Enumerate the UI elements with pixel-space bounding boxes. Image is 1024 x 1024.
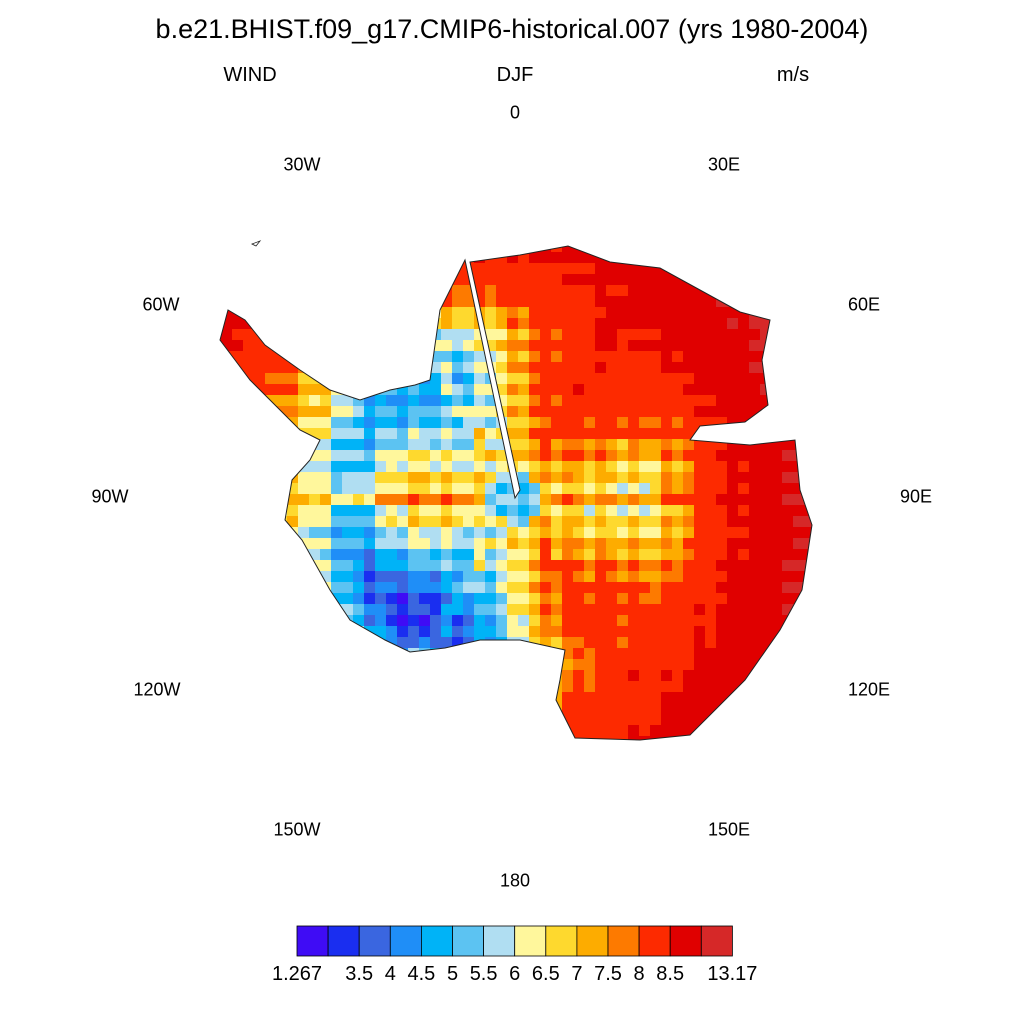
lon-label-180: 180 (499, 870, 531, 891)
colorbar-swatch (420, 925, 453, 957)
lon-label-30e: 30E (707, 154, 741, 175)
colorbar-swatch (514, 925, 547, 957)
colorbar-swatch (545, 925, 578, 957)
colorbar-swatch (452, 925, 485, 957)
lon-label-90e: 90E (899, 486, 933, 507)
colorbar-tick-label: 5 (447, 963, 458, 985)
colorbar-swatch (669, 925, 702, 957)
colorbar-tick-label: 8 (634, 963, 645, 985)
variable-label: WIND (223, 64, 277, 86)
island-outline (251, 240, 262, 247)
colorbar-swatch (700, 925, 733, 957)
colorbar-tick-label: 8.5 (656, 963, 684, 985)
colorbar-tick-label: 6.5 (532, 963, 560, 985)
lon-label-120e: 120E (847, 679, 891, 700)
colorbar-swatch (483, 925, 516, 957)
lon-label-150e: 150E (707, 819, 751, 840)
colorbar-tick-label: 5.5 (470, 963, 498, 985)
lon-label-60w: 60W (142, 294, 180, 315)
colorbar-swatch (327, 925, 360, 957)
lon-label-30w: 30W (283, 154, 321, 175)
colorbar-tick-label: 4 (385, 963, 396, 985)
colorbar-swatch (358, 925, 391, 957)
colorbar-swatch (607, 925, 640, 957)
colorbar-tick-label: 6 (509, 963, 520, 985)
colorbar-tick-label: 7 (571, 963, 582, 985)
colorbar-tick-label: 13.17 (707, 963, 757, 985)
lon-label-60e: 60E (847, 294, 881, 315)
season-label: DJF (496, 64, 534, 86)
colorbar-tick-label: 3.5 (345, 963, 373, 985)
colorbar-tick-label: 4.5 (407, 963, 435, 985)
lon-label-120w: 120W (133, 679, 181, 700)
colorbar-swatch (576, 925, 609, 957)
lon-label-90w: 90W (91, 486, 129, 507)
colorbar-tick-label: 7.5 (594, 963, 622, 985)
lon-label-0: 0 (509, 102, 521, 123)
lon-label-150w: 150W (273, 819, 321, 840)
colorbar-tick-label: 1.267 (272, 963, 322, 985)
colorbar-swatch (389, 925, 422, 957)
colorbar-swatch (638, 925, 671, 957)
units-label: m/s (776, 64, 810, 86)
map-title: b.e21.BHIST.f09_g17.CMIP6-historical.007… (155, 14, 869, 44)
colorbar-swatch (296, 925, 329, 957)
